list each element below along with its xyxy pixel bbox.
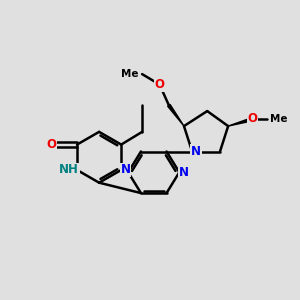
- Text: O: O: [46, 138, 56, 151]
- Text: Me: Me: [270, 114, 287, 124]
- Text: N: N: [178, 166, 188, 179]
- Text: O: O: [154, 78, 165, 91]
- Text: Me: Me: [121, 69, 139, 79]
- Polygon shape: [168, 104, 184, 126]
- Text: NH: NH: [59, 164, 79, 176]
- Text: N: N: [120, 164, 130, 176]
- Text: N: N: [191, 145, 201, 158]
- Text: O: O: [248, 112, 258, 124]
- Polygon shape: [228, 118, 253, 126]
